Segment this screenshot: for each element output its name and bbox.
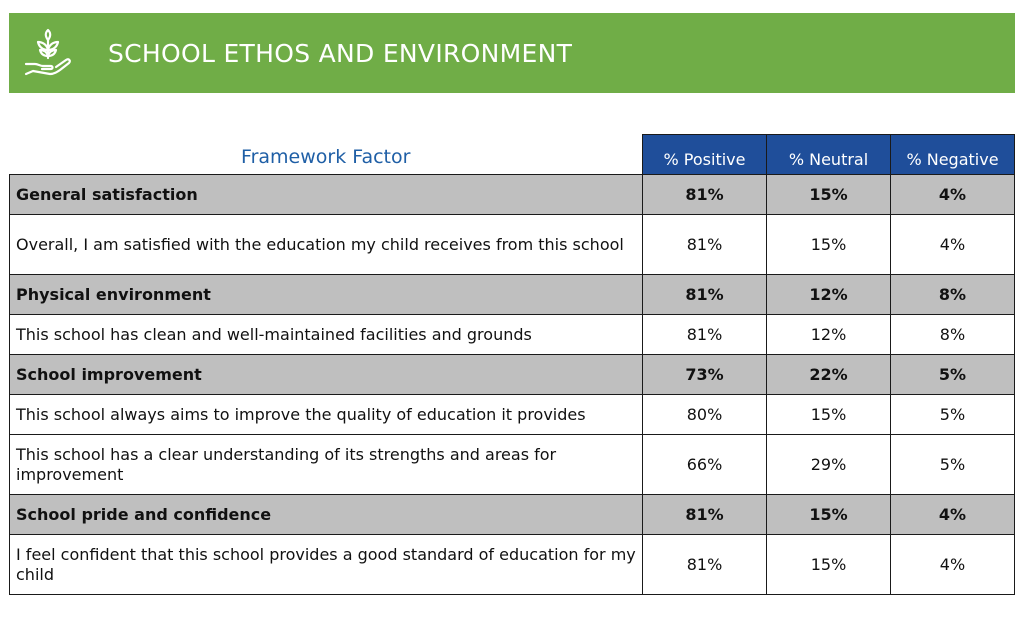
negative-cell: 5% <box>890 354 1015 395</box>
factor-label: School improvement <box>9 354 643 395</box>
neutral-cell: 15% <box>766 534 891 595</box>
positive-cell: 81% <box>642 494 767 535</box>
positive-cell: 81% <box>642 174 767 215</box>
neutral-cell: 15% <box>766 394 891 435</box>
neutral-cell: 29% <box>766 434 891 495</box>
statement-label: Overall, I am satisfied with the educati… <box>9 214 643 275</box>
positive-cell: 66% <box>642 434 767 495</box>
table-row: I feel confident that this school provid… <box>9 534 1015 595</box>
neutral-cell: 12% <box>766 314 891 355</box>
positive-cell: 81% <box>642 314 767 355</box>
column-header-positive: % Positive <box>642 134 767 175</box>
table-group-row: General satisfaction 81% 15% 4% <box>9 174 1015 215</box>
table-row: This school has a clear understanding of… <box>9 434 1015 495</box>
neutral-cell: 15% <box>766 494 891 535</box>
neutral-cell: 12% <box>766 274 891 315</box>
positive-cell: 73% <box>642 354 767 395</box>
neutral-cell: 15% <box>766 214 891 275</box>
column-header-negative: % Negative <box>890 134 1015 175</box>
negative-cell: 4% <box>890 174 1015 215</box>
factor-label: General satisfaction <box>9 174 643 215</box>
table-row: Overall, I am satisfied with the educati… <box>9 214 1015 275</box>
neutral-cell: 15% <box>766 174 891 215</box>
section-title: SCHOOL ETHOS AND ENVIRONMENT <box>108 38 573 68</box>
column-header-neutral: % Neutral <box>766 134 891 175</box>
table-group-row: School pride and confidence 81% 15% 4% <box>9 494 1015 535</box>
negative-cell: 5% <box>890 434 1015 495</box>
statement-label: This school has a clear understanding of… <box>9 434 643 495</box>
framework-table: Framework Factor % Positive % Neutral % … <box>9 134 1015 595</box>
negative-cell: 4% <box>890 494 1015 535</box>
negative-cell: 5% <box>890 394 1015 435</box>
positive-cell: 81% <box>642 214 767 275</box>
positive-cell: 81% <box>642 534 767 595</box>
negative-cell: 4% <box>890 534 1015 595</box>
negative-cell: 8% <box>890 314 1015 355</box>
positive-cell: 80% <box>642 394 767 435</box>
neutral-cell: 22% <box>766 354 891 395</box>
table-row: This school has clean and well-maintaine… <box>9 314 1015 355</box>
statement-label: This school has clean and well-maintaine… <box>9 314 643 355</box>
negative-cell: 8% <box>890 274 1015 315</box>
statement-label: This school always aims to improve the q… <box>9 394 643 435</box>
negative-cell: 4% <box>890 214 1015 275</box>
table-group-row: School improvement 73% 22% 5% <box>9 354 1015 395</box>
factor-label: School pride and confidence <box>9 494 643 535</box>
factor-label: Physical environment <box>9 274 643 315</box>
table-group-row: Physical environment 81% 12% 8% <box>9 274 1015 315</box>
section-banner: SCHOOL ETHOS AND ENVIRONMENT <box>9 13 1015 93</box>
positive-cell: 81% <box>642 274 767 315</box>
column-header-framework-factor: Framework Factor <box>9 134 643 175</box>
hand-plant-icon <box>22 27 74 79</box>
statement-label: I feel confident that this school provid… <box>9 534 643 595</box>
table-row: This school always aims to improve the q… <box>9 394 1015 435</box>
